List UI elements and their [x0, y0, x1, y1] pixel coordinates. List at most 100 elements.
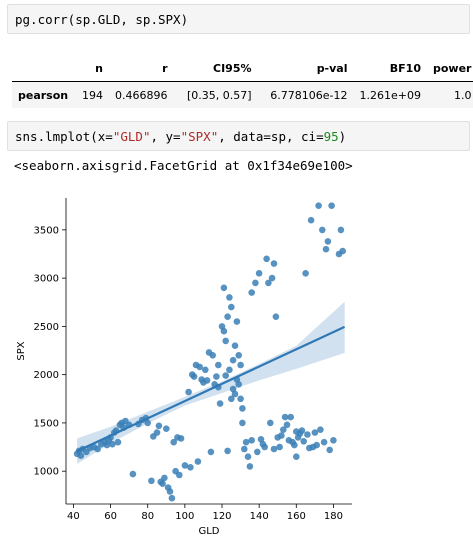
- data-point: [94, 445, 101, 453]
- data-point: [328, 202, 335, 209]
- data-point: [304, 431, 311, 438]
- y-tick-label: 3000: [34, 274, 59, 285]
- code-cell-lmplot[interactable]: sns.lmplot(x= "GLD", y= "SPX", data=sp, ci…: [7, 121, 470, 151]
- data-point: [235, 381, 242, 388]
- data-point: [231, 342, 239, 349]
- data-point: [202, 366, 209, 374]
- x-tick-label: 100: [175, 511, 194, 522]
- x-tick-label: 60: [104, 511, 117, 522]
- data-point: [324, 238, 332, 245]
- data-point: [190, 373, 198, 380]
- data-point: [114, 438, 122, 446]
- data-point: [235, 352, 242, 359]
- x-tick-label: 40: [67, 511, 80, 522]
- table-header-cell: power: [426, 55, 473, 82]
- data-point: [298, 427, 306, 434]
- data-point: [281, 413, 289, 421]
- data-point: [222, 337, 229, 345]
- y-tick-label: 3500: [34, 225, 59, 236]
- data-point: [159, 480, 166, 488]
- data-point: [302, 270, 309, 277]
- cell-output-text: <seaborn.axisgrid.FacetGrid at 0x1f34e69…: [14, 158, 353, 173]
- data-point: [278, 432, 285, 439]
- data-point: [283, 421, 291, 429]
- data-point: [248, 437, 255, 444]
- data-point: [148, 477, 155, 485]
- data-point: [228, 303, 235, 311]
- y-tick-label: 2000: [34, 370, 59, 381]
- data-point: [237, 395, 244, 403]
- code-string-token: "SPX": [180, 128, 219, 144]
- data-point: [293, 453, 300, 461]
- data-point: [109, 440, 116, 448]
- scatter-plot: 40 60 80 100 120 140 160 180 1000 1500 2000 2500 300…: [16, 198, 352, 537]
- data-point: [166, 488, 174, 495]
- table-cell: 1.0: [453, 88, 472, 102]
- data-point: [228, 395, 235, 403]
- data-point: [207, 448, 215, 456]
- data-point: [255, 270, 263, 277]
- data-point: [222, 372, 229, 379]
- data-point: [233, 318, 241, 325]
- code-cell-corr[interactable]: pg.corr(sp.GLD, sp.SPX): [7, 4, 470, 34]
- data-point: [246, 463, 254, 470]
- data-point: [330, 437, 337, 444]
- code-token: , y=: [150, 128, 181, 144]
- table-header-cell: n: [76, 55, 109, 82]
- data-point: [229, 356, 237, 364]
- data-point: [280, 426, 287, 433]
- data-point: [163, 425, 170, 432]
- data-point: [268, 274, 276, 282]
- data-point: [252, 279, 259, 287]
- data-point: [239, 419, 246, 427]
- data-point: [307, 216, 315, 224]
- code-token: , data=sp, ci=: [218, 128, 324, 144]
- table-cell: 6.778106e-12: [270, 88, 348, 102]
- x-axis-label: GLD: [198, 526, 219, 537]
- data-point: [291, 441, 298, 449]
- table-header-cell: p-val: [257, 55, 354, 82]
- table-cell: 1.261e+09: [359, 88, 421, 102]
- table-header-cell: CI95%: [173, 55, 258, 82]
- data-point: [168, 494, 176, 502]
- code-number-token: 95: [323, 128, 339, 144]
- corr-result-table: n r CI95% p-val BF10 power pearson 194 0…: [12, 55, 473, 108]
- data-point: [319, 226, 326, 234]
- data-point: [224, 447, 231, 455]
- x-tick-label: 160: [287, 511, 306, 522]
- table-header-row: n r CI95% p-val BF10 power: [12, 55, 473, 82]
- table-cell: 194: [82, 88, 103, 102]
- data-point: [248, 289, 255, 296]
- data-point: [239, 405, 246, 412]
- y-tick-label: 1500: [34, 418, 59, 429]
- y-tick-label: 1000: [34, 467, 59, 478]
- data-point: [231, 390, 239, 398]
- data-point: [311, 429, 319, 436]
- confidence-band: [77, 301, 345, 464]
- data-point: [317, 426, 324, 433]
- data-point: [339, 247, 347, 255]
- data-point: [313, 441, 321, 449]
- data-point: [220, 327, 228, 335]
- data-point: [300, 438, 308, 445]
- data-point: [77, 452, 85, 460]
- data-point: [237, 361, 244, 369]
- y-tick-label: 2500: [34, 322, 59, 333]
- table-cell: [0.35, 0.57]: [186, 88, 252, 102]
- y-axis-label: SPX: [16, 341, 27, 360]
- code-token: ): [338, 128, 347, 144]
- data-point: [272, 313, 280, 320]
- data-point: [216, 400, 224, 407]
- data-point: [270, 445, 278, 453]
- data-point: [263, 255, 270, 263]
- data-point: [203, 377, 211, 384]
- data-point: [287, 413, 295, 421]
- data-point: [215, 361, 222, 369]
- data-point: [161, 474, 168, 482]
- data-point: [267, 419, 274, 427]
- table-header-cell: [12, 55, 76, 82]
- table-row-label: pearson: [18, 88, 69, 102]
- data-point: [181, 462, 189, 469]
- x-tick-label: 180: [324, 511, 343, 522]
- data-point: [196, 363, 203, 371]
